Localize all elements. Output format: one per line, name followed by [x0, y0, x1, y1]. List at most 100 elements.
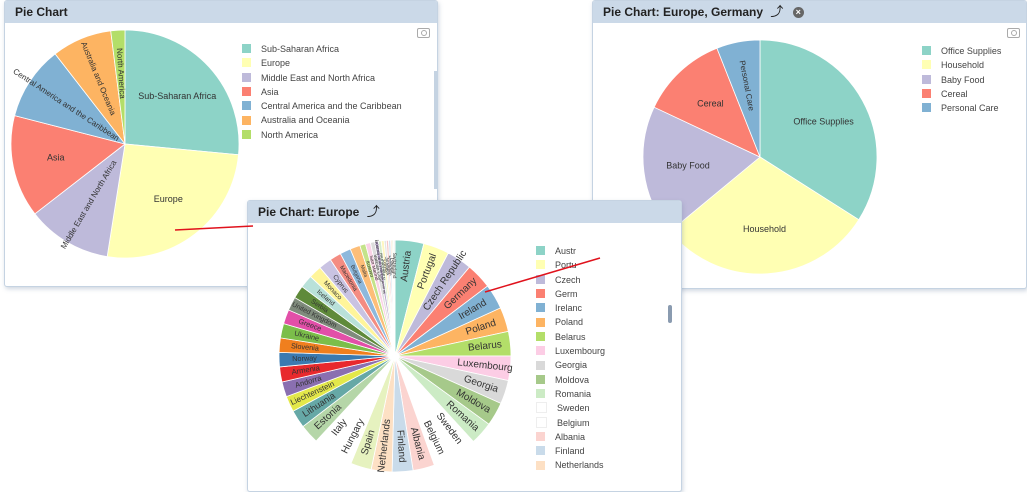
pie-slice-middle-east-and-north-africa[interactable]	[34, 143, 126, 258]
legend-label: Poland	[555, 317, 584, 328]
connector-line-europe	[174, 225, 254, 231]
legend-item-belarus[interactable]: Belarus	[536, 330, 605, 344]
legend-label: Moldova	[555, 374, 590, 385]
legend-item-austr[interactable]: Austr	[536, 244, 605, 258]
legend-item-belgium[interactable]: Belgium	[536, 416, 605, 430]
legend-label: Irelanc	[555, 303, 583, 314]
pie-label-finland: Finland	[394, 430, 407, 463]
pie-slice-central-america-and-the-caribbean[interactable]	[14, 53, 127, 145]
pie-slice-office-supplies[interactable]	[759, 39, 878, 221]
legend-item-asia[interactable]: Asia	[242, 85, 402, 99]
pie-slice-sub-saharan-africa[interactable]	[124, 29, 240, 156]
legend-swatch	[536, 303, 545, 313]
legend-swatch	[536, 374, 545, 384]
drill-up-arrow-icon[interactable]: ⤴	[770, 4, 784, 19]
legend-item-portu[interactable]: Portu	[536, 258, 605, 272]
legend-item-irelanc[interactable]: Irelanc	[536, 301, 605, 315]
pie-label-austria: Austria	[399, 250, 414, 283]
legend-item-sweden[interactable]: Sweden	[536, 401, 605, 415]
pie-label-asia: Asia	[47, 153, 65, 163]
pie-slice-switzerland[interactable]	[393, 239, 396, 357]
pie-label-slovenia: Slovenia	[291, 341, 321, 353]
pie-slice-europe[interactable]	[106, 143, 239, 259]
legend-item-personal-care[interactable]: Personal Care	[922, 101, 1001, 115]
legend-label: Germ	[555, 288, 578, 299]
pie-label-russia: Russia	[390, 258, 396, 274]
legend-item-europe[interactable]: Europe	[242, 56, 402, 70]
legend-item-czech[interactable]: Czech	[536, 273, 605, 287]
legend-swatch	[536, 446, 545, 456]
camera-icon[interactable]	[417, 28, 430, 38]
legend-item-household[interactable]: Household	[922, 58, 1001, 72]
legend-scrollbar[interactable]	[668, 305, 672, 323]
pie-label-montenegro: Montenegro	[378, 253, 387, 280]
legend-swatch	[536, 317, 545, 327]
panel-title-text: Pie Chart: Europe	[258, 205, 360, 219]
pie-slice-cereal[interactable]	[653, 47, 761, 158]
legend-label: Sweden	[557, 403, 590, 414]
legend-swatch	[922, 89, 931, 99]
legend-label: Albania	[555, 431, 586, 442]
legend-label: Belgium	[557, 417, 590, 428]
legend-item-albania[interactable]: Albania	[536, 430, 605, 444]
pie-slice-north-america[interactable]	[110, 29, 126, 145]
legend-label: Middle East and North Africa	[261, 72, 376, 83]
legend-item-baby-food[interactable]: Baby Food	[922, 73, 1001, 87]
legend-swatch	[536, 360, 545, 370]
legend-item-australia-and-oceania[interactable]: Australia and Oceania	[242, 113, 402, 127]
legend-item-moldova[interactable]: Moldova	[536, 373, 605, 387]
pie-panel-main: Pie Chart Sub-Saharan Africa Europe Middle…	[4, 0, 438, 287]
legend-label: Baby Food	[941, 74, 985, 85]
legend-item-georgia[interactable]: Georgia	[536, 358, 605, 372]
close-icon[interactable]: ×	[792, 7, 804, 19]
legend-europe: Austr Portu Czech Germ Irelanc Poland Belarus L…	[536, 244, 605, 473]
legend-swatch	[242, 115, 251, 125]
legend-label: Asia	[261, 86, 279, 97]
legend-swatch	[242, 101, 251, 111]
legend-swatch	[536, 431, 545, 441]
legend-label: Portu	[555, 260, 577, 271]
pie-label-latvia: Latvia	[381, 259, 388, 273]
legend-swatch	[922, 103, 931, 113]
pie-slice-asia[interactable]	[10, 115, 126, 215]
pie-label-sub-saharan-africa: Sub-Saharan Africa	[138, 91, 216, 101]
legend-item-romania[interactable]: Romania	[536, 387, 605, 401]
legend-item-middle-east-and-north-africa[interactable]: Middle East and North Africa	[242, 71, 402, 85]
legend-swatch	[536, 331, 545, 341]
legend-swatch	[242, 72, 251, 82]
legend-label: Czech	[555, 274, 581, 285]
legend-item-office-supplies[interactable]: Office Supplies	[922, 44, 1001, 58]
pie-slice-personal-care[interactable]	[716, 39, 761, 158]
legend-item-sub-saharan-africa[interactable]: Sub-Saharan Africa	[242, 42, 402, 56]
panel-title-text: Pie Chart: Europe, Germany	[603, 5, 764, 19]
legend-item-luxembourg[interactable]: Luxembourg	[536, 344, 605, 358]
legend-label: Europe	[261, 58, 291, 69]
pie-label-croatia: Croatia	[385, 257, 392, 274]
legend-main: Sub-Saharan Africa Europe Middle East and …	[242, 42, 402, 142]
legend-swatch	[536, 402, 547, 414]
pie-slice-household[interactable]	[669, 156, 860, 275]
camera-icon[interactable]	[1007, 28, 1020, 38]
panel-title-text: Pie Chart	[15, 5, 68, 19]
pie-label-france: France	[389, 258, 395, 274]
panel-title: Pie Chart	[5, 1, 437, 23]
legend-label: Romania	[555, 388, 592, 399]
connector-line-germany	[484, 257, 601, 293]
panel-title: Pie Chart: Europe ⤴	[248, 201, 681, 223]
legend-label: Luxembourg	[555, 346, 606, 357]
legend-item-netherlands[interactable]: Netherlands	[536, 458, 605, 472]
legend-item-north-america[interactable]: North America	[242, 128, 402, 142]
legend-item-poland[interactable]: Poland	[536, 315, 605, 329]
legend-item-germ[interactable]: Germ	[536, 287, 605, 301]
legend-label: North America	[261, 129, 319, 140]
resize-bar	[434, 71, 437, 189]
legend-item-central-america-and-the-caribbean[interactable]: Central America and the Caribbean	[242, 99, 402, 113]
legend-item-finland[interactable]: Finland	[536, 444, 605, 458]
pie-label-slovakia: Slovakia	[383, 256, 391, 276]
legend-item-cereal[interactable]: Cereal	[922, 87, 1001, 101]
legend-label: Australia and Oceania	[261, 115, 350, 126]
legend-swatch	[536, 274, 545, 284]
drill-up-arrow-icon[interactable]: ⤴	[366, 204, 380, 219]
